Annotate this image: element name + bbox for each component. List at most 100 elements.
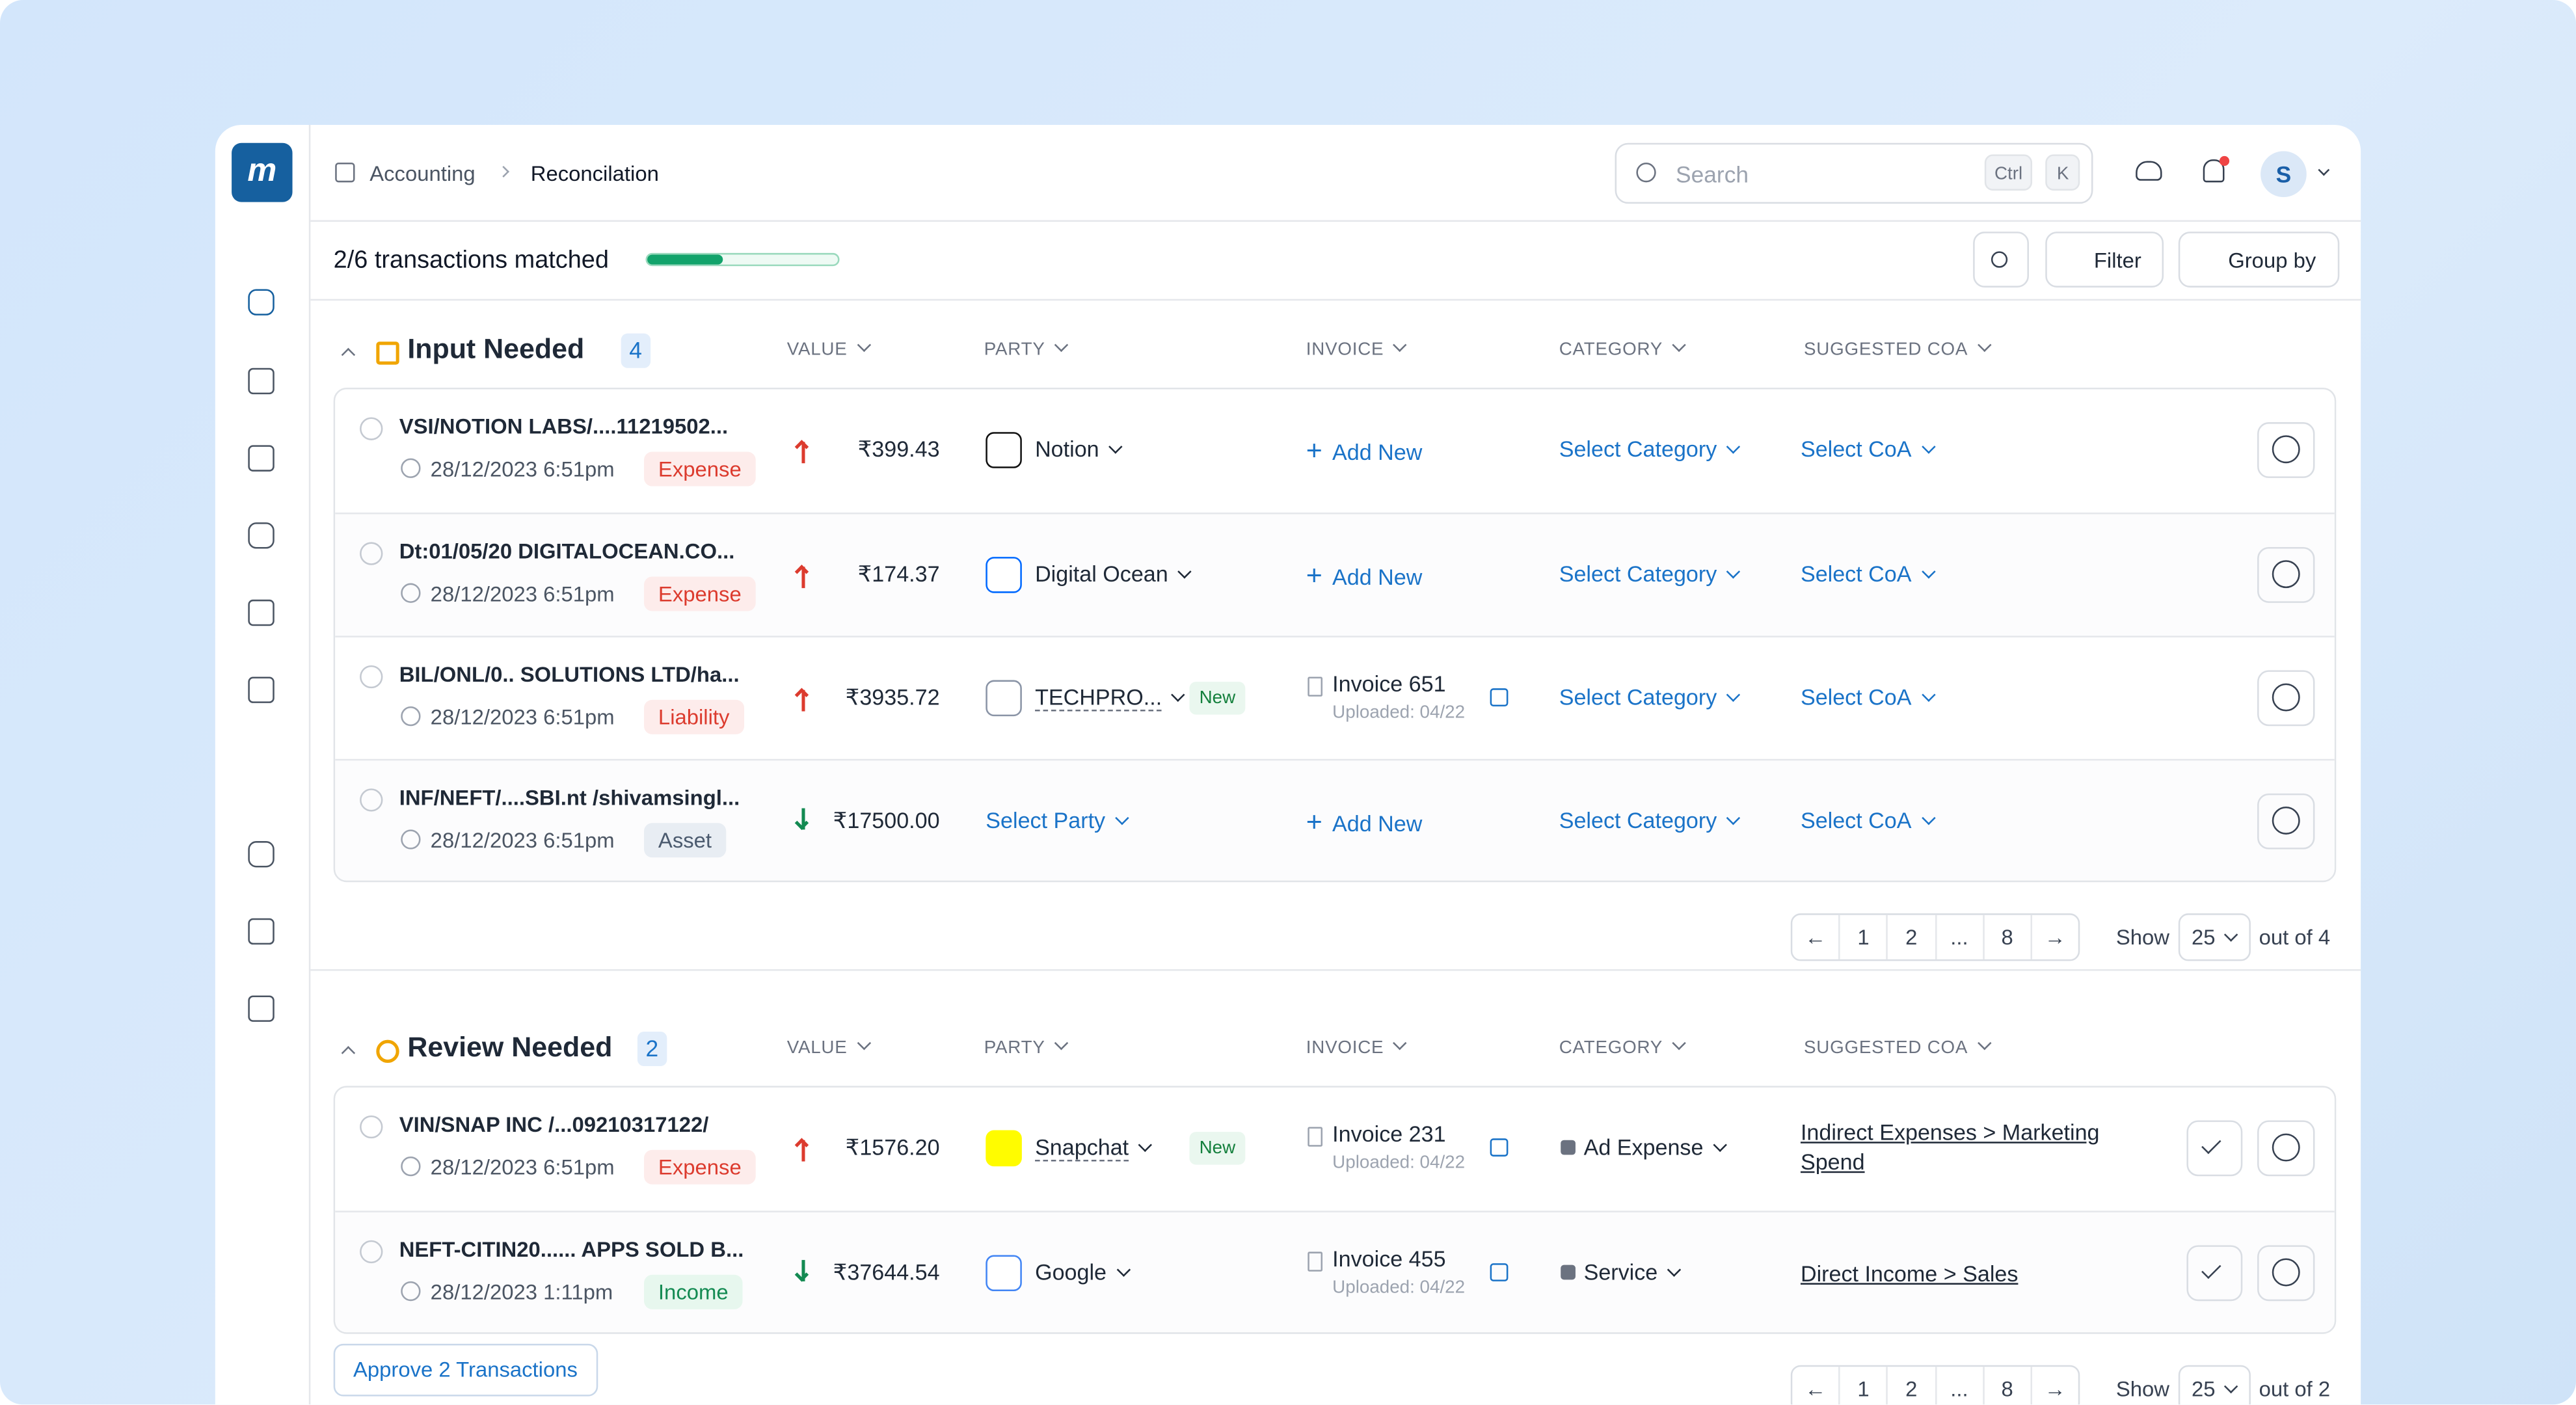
column-header[interactable]: CATEGORY <box>1559 1036 1687 1058</box>
page-number[interactable]: 1 <box>1840 1367 1888 1405</box>
suggested-coa[interactable]: Select CoA <box>1801 685 1935 710</box>
invoice-name[interactable]: Invoice 231 <box>1332 1121 1446 1147</box>
prev-page[interactable]: ← <box>1792 1367 1840 1405</box>
nav-icon[interactable] <box>248 676 275 703</box>
direction-arrow <box>801 442 805 464</box>
suggested-coa[interactable]: Select CoA <box>1801 809 1935 833</box>
category[interactable]: Select Category <box>1559 809 1741 833</box>
party-name[interactable]: Digital Ocean <box>1035 562 1192 587</box>
open-link-icon[interactable] <box>1490 1263 1509 1281</box>
per-page-select[interactable]: 25 <box>2178 913 2251 961</box>
nav-icon[interactable] <box>248 368 275 395</box>
notification-icon[interactable] <box>2203 159 2225 183</box>
total-label: out of 4 <box>2259 924 2331 950</box>
row-checkbox[interactable] <box>360 665 383 689</box>
approve-button[interactable] <box>2186 1120 2243 1177</box>
plus-icon: + <box>1306 435 1322 467</box>
nav-icon[interactable] <box>248 289 275 315</box>
suggested-coa[interactable]: Select CoA <box>1801 562 1935 587</box>
party-logo <box>986 432 1022 468</box>
invoice-name[interactable]: Invoice 455 <box>1332 1246 1446 1272</box>
direction-arrow <box>801 567 805 589</box>
transaction-description: INF/NEFT/....SBI.nt /shivamsingl... <box>399 785 740 810</box>
party-name[interactable]: Google <box>1035 1260 1131 1285</box>
row-checkbox[interactable] <box>360 1115 383 1139</box>
add-invoice[interactable]: + Add New <box>1306 435 1423 468</box>
category[interactable]: Select Category <box>1559 562 1741 587</box>
approve-button[interactable] <box>2186 1245 2243 1302</box>
column-label: CATEGORY <box>1559 340 1663 360</box>
page-number[interactable]: 1 <box>1840 915 1888 959</box>
per-page-select[interactable]: 25 <box>2178 1365 2251 1405</box>
row-checkbox[interactable] <box>360 1240 383 1264</box>
nav-icon[interactable] <box>248 995 275 1022</box>
page-number[interactable]: 2 <box>1888 915 1937 959</box>
nav-icon[interactable] <box>248 599 275 626</box>
add-invoice[interactable]: + Add New <box>1306 807 1423 840</box>
history-button[interactable] <box>2257 1120 2315 1177</box>
party-name[interactable]: Snapchat <box>1035 1135 1153 1162</box>
open-link-icon[interactable] <box>1490 688 1509 706</box>
party-name[interactable]: TECHPRO... <box>1035 685 1186 712</box>
nav-icon[interactable] <box>248 522 275 549</box>
suggested-coa[interactable]: Select CoA <box>1801 437 1935 462</box>
next-page[interactable]: → <box>2044 1376 2066 1402</box>
column-header[interactable]: SUGGESTED COA <box>1804 1036 1992 1058</box>
party-select[interactable]: Select Party <box>986 809 1129 833</box>
suggested-coa[interactable]: Indirect Expenses > Marketing Spend <box>1800 1120 2100 1175</box>
page-number[interactable]: 8 <box>1984 915 2032 959</box>
open-link-icon[interactable] <box>1490 1138 1509 1157</box>
history-button[interactable] <box>2257 422 2315 478</box>
add-invoice[interactable]: + Add New <box>1306 560 1423 593</box>
group-by-button[interactable]: Group by <box>2178 232 2340 288</box>
row-checkbox[interactable] <box>360 417 383 440</box>
category[interactable]: Service <box>1561 1260 1682 1285</box>
logo[interactable]: m <box>232 142 293 202</box>
column-header[interactable]: PARTY <box>984 338 1069 360</box>
search-box[interactable]: Search Ctrl K <box>1615 142 2093 204</box>
direction-arrow-head <box>794 688 809 702</box>
column-header[interactable]: CATEGORY <box>1559 338 1687 360</box>
nav-icon[interactable] <box>248 445 275 472</box>
page-number[interactable]: 2 <box>1888 1367 1937 1405</box>
chevron <box>1114 810 1129 825</box>
collapse-chevron[interactable] <box>341 1046 356 1060</box>
category[interactable]: Select Category <box>1559 437 1741 462</box>
column-header[interactable]: SUGGESTED COA <box>1804 338 1992 360</box>
amount: ₹3935.72 <box>845 685 940 710</box>
search-button[interactable] <box>1973 232 2029 288</box>
filter-button[interactable]: Filter <box>2045 232 2164 288</box>
nav-icon[interactable] <box>248 841 275 868</box>
chevron <box>857 1036 871 1050</box>
row-checkbox[interactable] <box>360 542 383 565</box>
amount: ₹17500.00 <box>833 808 940 833</box>
invoice-name[interactable]: Invoice 651 <box>1332 671 1446 697</box>
page-number[interactable]: ... <box>1936 1367 1985 1405</box>
history-button[interactable] <box>2257 1245 2315 1302</box>
avatar[interactable]: S <box>2261 151 2307 198</box>
column-header[interactable]: INVOICE <box>1306 1036 1408 1058</box>
breadcrumb-item[interactable]: Accounting <box>369 161 476 186</box>
upload-icon[interactable] <box>2136 161 2162 181</box>
column-header[interactable]: INVOICE <box>1306 338 1408 360</box>
page-number[interactable]: ... <box>1936 915 1985 959</box>
collapse-chevron[interactable] <box>341 347 356 362</box>
category[interactable]: Select Category <box>1559 685 1741 710</box>
column-header[interactable]: VALUE <box>787 1036 871 1058</box>
column-header[interactable]: PARTY <box>984 1036 1069 1058</box>
row-checkbox[interactable] <box>360 788 383 812</box>
approve-all-button[interactable]: Approve 2 Transactions <box>333 1343 598 1397</box>
suggested-coa[interactable]: Direct Income > Sales <box>1800 1261 2019 1287</box>
next-page[interactable]: → <box>2044 924 2066 950</box>
page-number[interactable]: 8 <box>1984 1367 2032 1405</box>
history-button[interactable] <box>2257 670 2315 727</box>
column-header[interactable]: VALUE <box>787 338 871 360</box>
party-name[interactable]: Notion <box>1035 437 1123 462</box>
category[interactable]: Ad Expense <box>1561 1135 1727 1160</box>
prev-page[interactable]: ← <box>1792 915 1840 959</box>
history-button[interactable] <box>2257 793 2315 850</box>
chevron <box>1177 565 1192 579</box>
transaction-date: 28/12/2023 6:51pm <box>430 582 615 606</box>
history-button[interactable] <box>2257 546 2315 603</box>
nav-icon[interactable] <box>248 918 275 945</box>
